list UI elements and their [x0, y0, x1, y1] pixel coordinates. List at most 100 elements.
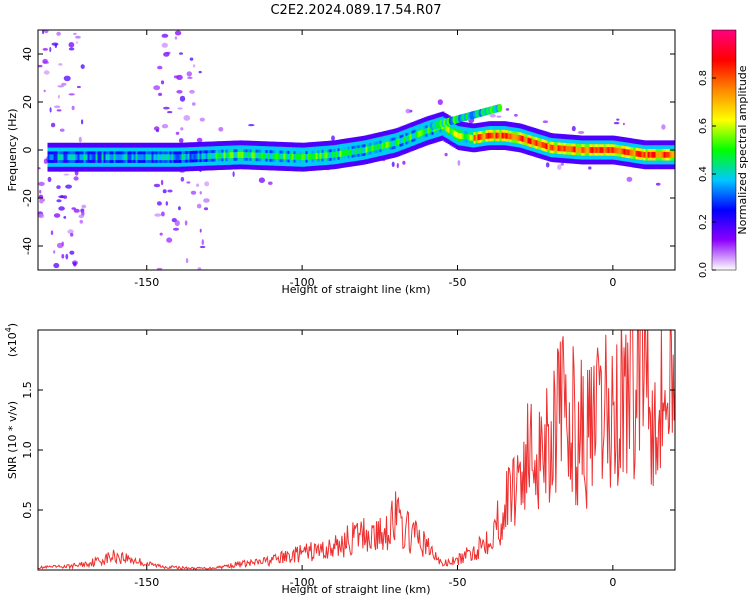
spectrogram-ridge-cell — [237, 152, 241, 158]
spectrogram-ridge-cell — [421, 129, 425, 136]
spectrogram-x-tick-label: 0 — [609, 276, 616, 289]
spectrogram-noise-blob — [73, 176, 79, 181]
spectrogram-ridge-cell — [495, 132, 499, 139]
spectrogram-ridge-cell — [197, 153, 201, 160]
spectrogram-ridge-cell — [469, 134, 473, 141]
spectrogram-noise-blob — [189, 89, 195, 94]
spectrogram-ridge-cell — [455, 131, 459, 138]
spectrogram-ridge-cell — [193, 153, 197, 160]
spectrogram-noise-blob — [38, 194, 43, 198]
spectrogram-ridge-cell — [671, 151, 675, 158]
spectrogram-ridge-cell — [523, 136, 527, 143]
spectrogram-ridge-cell — [657, 151, 661, 158]
spectrogram-ridge-cell — [525, 137, 529, 143]
spectrogram-ridge-cell — [265, 152, 269, 159]
spectrogram-ridge-cell — [141, 154, 145, 161]
spectrogram-ridge-cell — [389, 141, 393, 147]
spectrogram-noise-blob — [47, 176, 52, 183]
spectrogram-ridge-cell — [249, 152, 253, 159]
spectrogram-ridge-cell — [231, 152, 235, 158]
colorbar-label: Normalized spectral amplitude — [736, 65, 749, 234]
spectrogram-noise-blob — [190, 190, 197, 195]
spectrogram-ridge-cell — [61, 154, 65, 161]
spectrogram-ridge-cell — [183, 154, 187, 160]
spectrogram-noise-blob — [156, 201, 162, 206]
spectrogram-ridge-cell — [157, 154, 161, 161]
spectrogram-noise-blob — [457, 160, 461, 166]
spectrogram-ridge-cell — [159, 154, 163, 161]
spectrogram-ridge-cell — [77, 154, 81, 161]
spectrogram-noise-blob — [43, 70, 50, 75]
spectrogram-ridge-cell — [605, 147, 609, 153]
spectrogram-ridge-cell — [575, 146, 579, 153]
spectrogram-ridge-cell — [179, 154, 183, 160]
spectrogram-ridge-cell — [475, 134, 479, 141]
spectrogram-noise-blob — [38, 167, 41, 170]
spectrogram-ridge-cell — [271, 153, 275, 159]
spectrogram-ridge-cell — [367, 146, 371, 153]
spectrogram-ridge-cell — [397, 138, 401, 145]
spectrogram-ridge-cell — [161, 154, 165, 161]
snr-multiplier-label: (x104) — [4, 323, 19, 357]
spectrogram-ridge-cell — [117, 154, 121, 161]
spectrogram-noise-blob — [63, 195, 68, 199]
spectrogram-ridge-cell — [93, 154, 97, 161]
spectrogram-noise-blob — [192, 102, 196, 106]
spectrogram-ridge-cell — [557, 145, 561, 152]
spectrogram-noise-blob — [626, 176, 633, 182]
spectrogram-ridge-cell — [229, 152, 233, 159]
spectrogram-noise-blob — [175, 131, 180, 135]
spectrogram-y-tick-label: -40 — [21, 237, 34, 255]
spectrogram-ridge-cell — [471, 135, 475, 141]
spectrogram-ridge-cell — [335, 151, 339, 158]
spectrogram-ridge-cell — [533, 139, 537, 146]
spectrogram-noise-blob — [43, 89, 46, 93]
snr-x-tick-label: -100 — [290, 576, 315, 589]
spectrogram-ridge-cell — [629, 149, 633, 156]
snr-series-line — [38, 330, 675, 570]
spectrogram-y-tick-label: -20 — [21, 189, 34, 207]
spectrogram-ridge-cell — [51, 154, 55, 161]
spectrogram-ridge-cell — [641, 151, 645, 158]
spectrogram-ridge-cell — [235, 152, 239, 158]
spectrogram-ridge-cell — [473, 135, 477, 141]
spectrogram-ridge-cell — [481, 133, 485, 140]
spectrogram-noise-blob — [42, 30, 45, 35]
spectrogram-noise-blob — [63, 216, 67, 219]
spectrogram-ridge-cell — [583, 147, 587, 153]
spectrogram-ridge-cell — [327, 152, 331, 159]
spectrogram-ridge-cell — [453, 130, 457, 137]
spectrogram-ridge-cell — [393, 140, 397, 146]
spectrogram-noise-blob — [56, 199, 62, 203]
spectrogram-noise-blob — [545, 162, 550, 168]
spectrogram-noise-blob — [162, 189, 167, 194]
spectrogram-noise-blob — [65, 253, 69, 260]
spectrogram-noise-blob — [268, 181, 273, 185]
spectrogram-noise-blob — [38, 181, 45, 186]
spectrogram-x-tick-label: -50 — [449, 276, 467, 289]
spectrogram-ridge-cell — [411, 133, 415, 140]
spectrogram-ridge-cell — [607, 147, 611, 153]
spectrogram-ridge-cell — [585, 147, 589, 153]
spectrogram-ridge-cell — [515, 134, 519, 141]
spectrogram-noise-blob — [69, 250, 75, 255]
spectrogram-noise-blob — [613, 121, 620, 125]
spectrogram-noise-blob — [57, 85, 64, 88]
spectrogram-ridge-cell — [209, 153, 213, 159]
spectrogram-noise-blob — [54, 105, 61, 109]
spectrogram-ridge-cell — [529, 138, 533, 145]
spectrogram-ridge-cell — [287, 153, 291, 160]
spectrogram-y-tick-label: 40 — [21, 47, 34, 61]
spectrogram-ridge-cell — [151, 154, 155, 161]
spectrogram-noise-blob — [232, 171, 235, 178]
spectrogram-noise-blob — [75, 35, 81, 39]
spectrogram-ridge-cell — [163, 154, 167, 161]
spectrogram-noise-blob — [79, 219, 84, 224]
spectrogram-ridge-cell — [373, 144, 377, 151]
spectrogram-ridge-cell — [537, 140, 541, 147]
spectrogram-noise-blob — [73, 208, 80, 213]
spectrogram-ridge-cell — [189, 153, 193, 160]
spectrogram-ridge-cell — [113, 154, 117, 161]
spectrogram-noise-blob — [61, 253, 65, 259]
